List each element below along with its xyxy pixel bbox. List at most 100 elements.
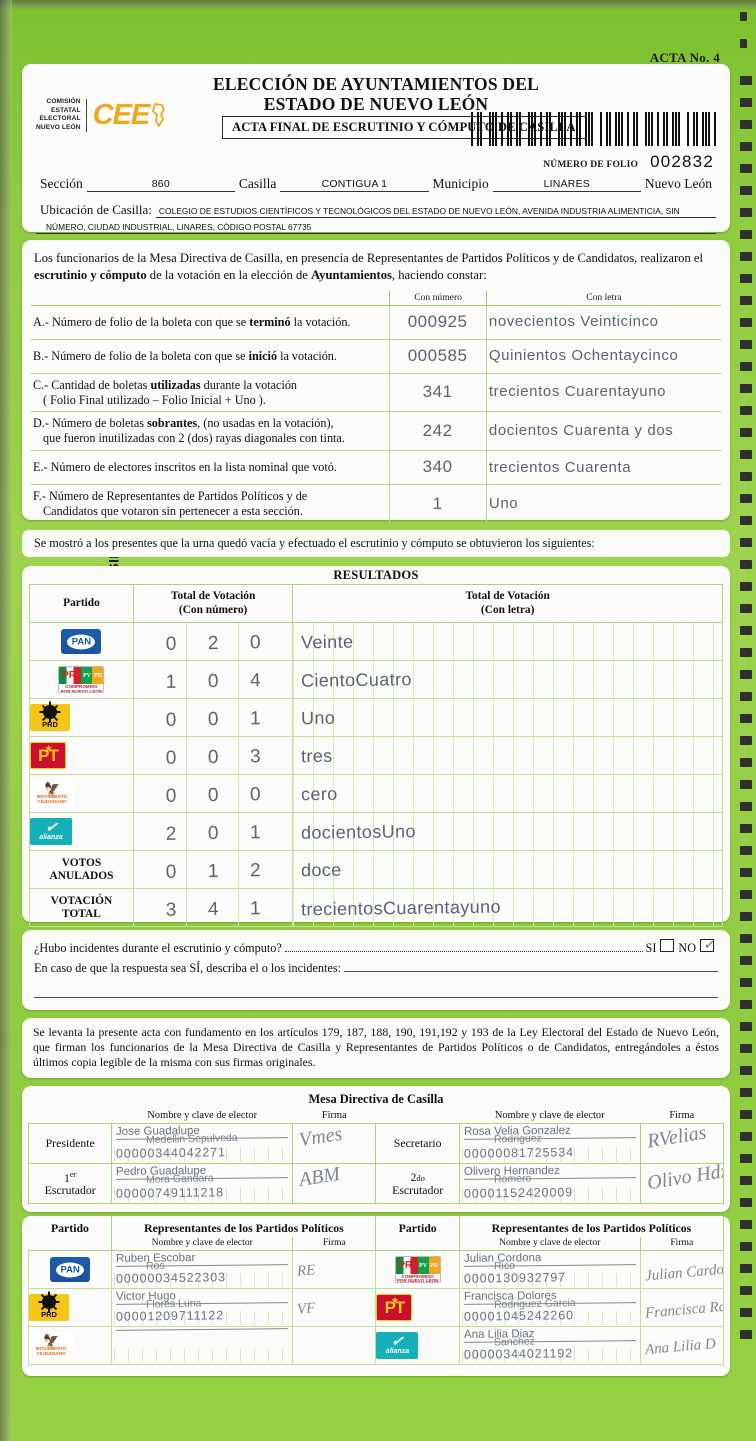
votes-letter-pan[interactable]: Veinte [292,622,723,662]
boletas-numero-c[interactable]: 341 [389,373,487,413]
estado-label: Nuevo León [644,176,712,191]
boletas-numero-f[interactable]: 1 [389,484,487,523]
ubicacion-value-line-1[interactable]: COLEGIO DE ESTUDIOS CIENTÍFICOS Y TECNOL… [155,206,716,218]
votes-letter-anulados[interactable]: doce [292,850,723,890]
resultados-row: VOTACIÓN TOTAL 3 4 1 trecientosCuarentayuno [29,888,723,928]
rep-name-pt[interactable]: Francisca Dolores Rodriguez Garcia 0000104… [458,1288,641,1327]
ubicacion-value-line-2[interactable]: NÚMERO, CIUDAD INDUSTRIAL, LINARES, CÓDI… [36,222,716,234]
representante-row: PRD Victor Hugo Flores Luna 00001209711122 V… [27,1288,725,1327]
movimiento-ciudadano-logo-icon: 🦅 MOVIMIENTO CIUDADANO [29,1332,73,1359]
boletas-col-letra: Con letra [486,291,721,306]
boletas-letra-f[interactable]: Uno [488,494,519,512]
mesa-name-secretario[interactable]: Rosa Velia Gonzalez Rodriguez 000000817255… [458,1123,641,1164]
mesa-name-1er[interactable]: Pedro Guadalupe Mora Gandara 0000074911121… [111,1163,294,1204]
rep-signature-pri[interactable]: Julian Cardona Rico [639,1250,725,1289]
boletas-letra-e[interactable]: trecientos Cuarenta [486,450,721,486]
scan-edge-top [0,0,756,10]
mesa-col-nombre-right: Nombre y clave de elector [494,1110,605,1121]
resultados-row: VOTOS ANULADOS 0 1 2 doce [29,850,723,890]
boletas-numero-e[interactable]: 340 [389,450,487,486]
legal-text: Se levanta la presente acta con fundamen… [33,1025,719,1069]
mesa-directiva-row: Presidente Jose Guadalupe Medellin Sepulve… [27,1123,725,1164]
resultados-row: PRI PV PD COMPROMISO POR NUEVO LEON 1 0 4 Ciento… [29,660,723,700]
boletas-letra-c[interactable]: trecientos Cuarentayuno [486,373,721,413]
pri-coalition-logo-icon: PRI PV PD COMPROMISO POR NUEVO LEON [58,666,105,694]
boletas-numero-a[interactable]: 000925 [389,305,487,340]
rep-name-mc[interactable] [111,1326,294,1365]
rep-signature-alianza[interactable]: Ana Lilia D [639,1326,725,1365]
votes-letter-alianza[interactable]: docientosUno [292,812,723,852]
rep-sub-nombre-left: Nombre y clave de elector [111,1237,294,1251]
boletas-label-c: C.- Cantidad de boletas utilizadas duran… [31,373,391,413]
mesa-signature-1er[interactable]: ABM [292,1163,377,1204]
boletas-label-f: F.- Número de Representantes de Partidos… [31,484,391,523]
incidentes-describe-line-2[interactable] [34,983,718,998]
no-checkbox[interactable]: ✓ [700,936,716,953]
boletas-numero-b[interactable]: 000585 [389,339,487,374]
boletas-row-a: A.- Número de folio de la boleta con que… [31,305,721,340]
resultados-title: RESULTADOS [333,568,419,582]
incidentes-describe-line-1[interactable] [343,971,718,972]
cee-line-2: ESTATAL [50,106,81,114]
rep-name-prd[interactable]: Victor Hugo Flores Luna 00001209711122 [111,1288,294,1327]
resultados-col-numero: Total de Votación (Con número) [132,583,294,624]
party-cell-pt: ★ PT [29,736,134,776]
votes-letter-pri[interactable]: CientoCuatro [292,660,723,700]
municipio-value[interactable]: LINARES [492,178,641,192]
rep-col-partido-left: Partido [28,1216,113,1237]
boletas-letra-a[interactable]: novecientos Veinticinco [486,305,721,340]
resultados-col-partido: Partido [29,583,134,624]
mesa-name-presidente[interactable]: Jose Guadalupe Medellin Sepulveda 00000344… [111,1123,294,1164]
rep-party-pan: PAN [27,1250,113,1289]
casilla-value[interactable]: CONTIGUA 1 [280,178,429,192]
mesa-signature-presidente[interactable]: Vmes [292,1123,377,1164]
seccion-row: Sección 860 Casilla CONTIGUA 1 Municipio… [36,176,716,192]
rep-sub-firma-left: Firma [292,1237,377,1251]
dot-leader [284,951,643,952]
mesa-signature-2do[interactable]: Olivo Hdz [639,1163,725,1204]
rep-table-header-sub: Nombre y clave de elector Firma Nombre y… [28,1237,725,1251]
rep-signature-pan[interactable]: RE [292,1250,377,1289]
rep-col-partido-right: Partido [375,1216,460,1237]
boletas-row-c: C.- Cantidad de boletas utilizadas duran… [31,373,721,413]
urna-vacia-note: Se mostró a los presentes que la urna qu… [22,530,730,557]
votes-letter-mc[interactable]: cero [292,774,723,814]
votos-anulados-label: VOTOS ANULADOS [29,850,134,890]
page-title: ELECCIÓN DE AYUNTAMIENTOS DEL ESTADO DE … [22,64,730,115]
mesa-name-2do[interactable]: Olivero Hernandez Romero 00001152420009 [458,1163,641,1204]
rep-col-main-right: Representantes de los Partidos Políticos [459,1216,725,1237]
cee-logo-text: COMISIÓN ESTATAL ELECTORAL NUEVO LEÓN [36,98,81,133]
mesa-signature-secretario[interactable]: RVelias [639,1123,725,1164]
rep-name-alianza[interactable]: Ana Lilia Diaz Sanchez 00000344021192 [458,1326,641,1365]
boletas-numero-d[interactable]: 242 [389,411,487,452]
title-line-2: ESTADO DE NUEVO LEÓN [263,94,489,115]
boletas-label-e: E.- Número de electores inscritos en la … [31,450,391,486]
municipio-label: Municipio [432,176,489,191]
rep-party-pt: ★ PT [375,1288,460,1327]
boletas-letra-b[interactable]: Quinientos Ochentaycinco [486,339,721,374]
votes-letter-prd[interactable]: Uno [292,698,723,738]
rep-name-pri[interactable]: Julian Cordona Rico 0000130932797 [458,1250,641,1289]
boletas-letra-d[interactable]: docientos Cuarenta y dos [486,411,721,452]
pri-coalition-logo-icon: PRI PV PD COMPROMISO POR NUEVO LEON [394,1256,441,1283]
votes-letter-total[interactable]: trecientosCuarentayuno [292,888,723,928]
rep-name-pan[interactable]: Ruben Escobar Ros 00000034522303 [111,1250,294,1289]
si-checkbox[interactable] [660,939,675,952]
votes-letter-pt[interactable]: tres [292,736,723,776]
rep-signature-pt[interactable]: Francisca Rdz. G. [639,1288,725,1327]
boletas-table-header: Con número Con letra [31,291,721,306]
header-card: ELECCIÓN DE AYUNTAMIENTOS DEL ESTADO DE … [22,64,730,246]
rep-signature-prd[interactable]: VF [292,1288,377,1327]
mesa-directiva-card: Mesa Directiva de Casilla Nombre y clave… [22,1086,730,1212]
seccion-value[interactable]: 860 [86,178,235,192]
rep-sub-firma-right: Firma [640,1237,725,1251]
rep-signature-mc[interactable] [292,1326,377,1365]
